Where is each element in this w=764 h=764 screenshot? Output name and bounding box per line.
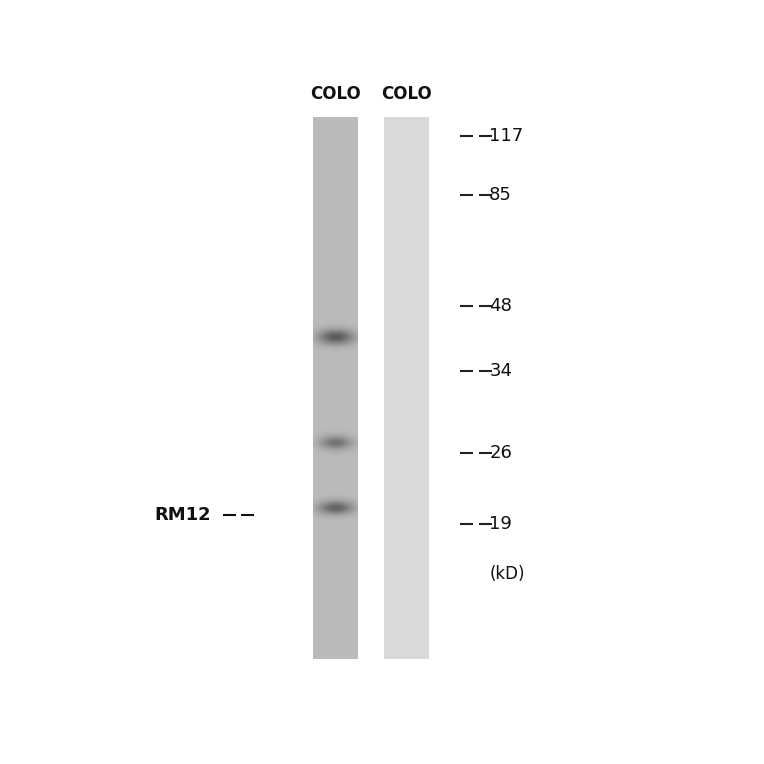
Text: 26: 26 — [489, 445, 512, 462]
Text: 34: 34 — [489, 362, 512, 380]
Text: 85: 85 — [489, 186, 512, 204]
Text: COLO: COLO — [310, 86, 361, 103]
Text: COLO: COLO — [381, 86, 432, 103]
Text: (kD): (kD) — [489, 565, 525, 583]
Text: 117: 117 — [489, 127, 523, 145]
Text: 19: 19 — [489, 515, 512, 533]
Text: RM12: RM12 — [154, 507, 212, 524]
Text: 48: 48 — [489, 297, 512, 316]
